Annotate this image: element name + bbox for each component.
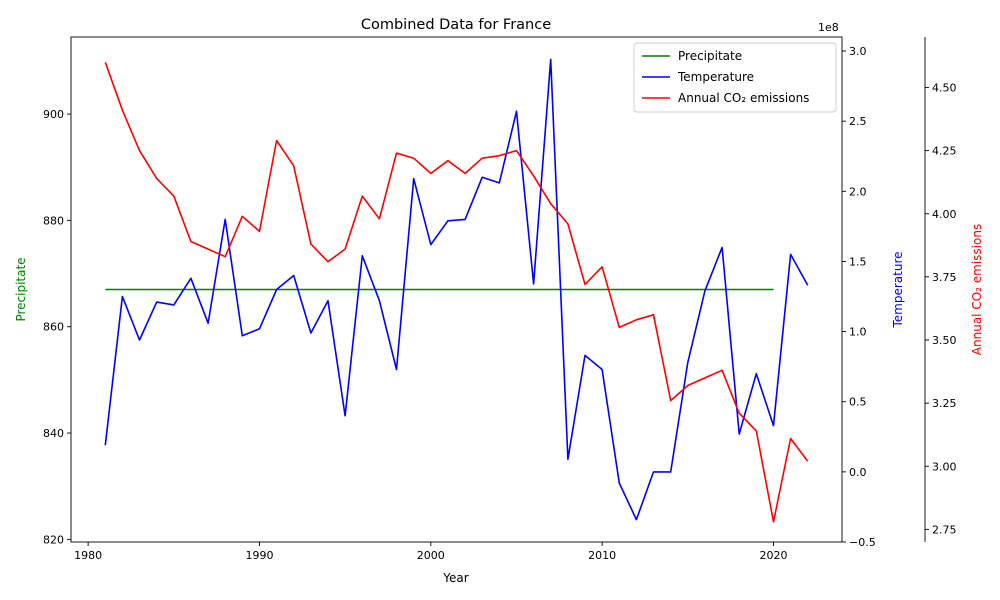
series-layer xyxy=(104,58,809,523)
temperature-axis: −0.5 0.0 0.5 1.0 1.5 2.0 2.5 3.0 xyxy=(842,45,876,549)
temperature-tick-label: 2.5 xyxy=(849,115,867,128)
legend: Precipitate Temperature Annual CO₂ emissio… xyxy=(633,42,837,113)
co2-tick-label: 4.00 xyxy=(932,208,957,221)
precipitate-tick-label: 880 xyxy=(43,214,64,227)
co2-line xyxy=(104,62,809,523)
co2-tick-label: 3.75 xyxy=(932,271,957,284)
temperature-line xyxy=(104,58,809,521)
co2-tick-label: 3.00 xyxy=(932,460,957,473)
precipitate-tick-label: 820 xyxy=(43,533,64,546)
x-axis-label: Year xyxy=(442,571,468,585)
temperature-tick-label: 1.5 xyxy=(849,255,867,268)
temperature-tick-label: 0.0 xyxy=(849,466,867,479)
temperature-axis-label: Temperature xyxy=(891,251,905,328)
temperature-tick-label: 3.0 xyxy=(849,45,867,58)
co2-axis: 2.75 3.00 3.25 3.50 3.75 4.00 4.25 4.50 xyxy=(924,37,957,542)
legend-label: Temperature xyxy=(677,70,754,84)
temperature-tick-label: −0.5 xyxy=(849,536,876,549)
co2-tick-label: 3.50 xyxy=(932,334,957,347)
chart-title: Combined Data for France xyxy=(361,17,551,33)
co2-tick-label: 3.25 xyxy=(932,397,957,410)
precipitate-tick-label: 860 xyxy=(43,321,64,334)
precipitate-tick-label: 840 xyxy=(43,427,64,440)
plot-frame xyxy=(70,36,843,543)
precipitate-axis: 820 840 860 880 900 xyxy=(43,108,71,546)
x-tick-label: 2020 xyxy=(759,549,787,562)
temperature-tick-label: 1.0 xyxy=(849,326,867,339)
co2-tick-label: 2.75 xyxy=(932,523,957,536)
co2-tick-label: 4.25 xyxy=(932,145,957,158)
temperature-tick-label: 0.5 xyxy=(849,396,867,409)
precipitate-axis-label: Precipitate xyxy=(14,257,28,321)
x-tick-label: 2000 xyxy=(417,549,445,562)
co2-tick-label: 4.50 xyxy=(932,82,957,95)
x-tick-label: 1980 xyxy=(74,549,102,562)
co2-axis-label: Annual CO₂ emissions xyxy=(970,224,984,355)
x-tick-label: 2010 xyxy=(588,549,616,562)
x-tick-label: 1990 xyxy=(245,549,273,562)
x-axis: 1980 1990 2000 2010 2020 xyxy=(74,542,787,562)
legend-label: Precipitate xyxy=(678,49,742,63)
legend-label: Annual CO₂ emissions xyxy=(678,91,809,105)
legend-box xyxy=(633,42,837,113)
temperature-axis-offset: 1e8 xyxy=(818,21,839,34)
precipitate-tick-label: 900 xyxy=(43,108,64,121)
temperature-tick-label: 2.0 xyxy=(849,185,867,198)
